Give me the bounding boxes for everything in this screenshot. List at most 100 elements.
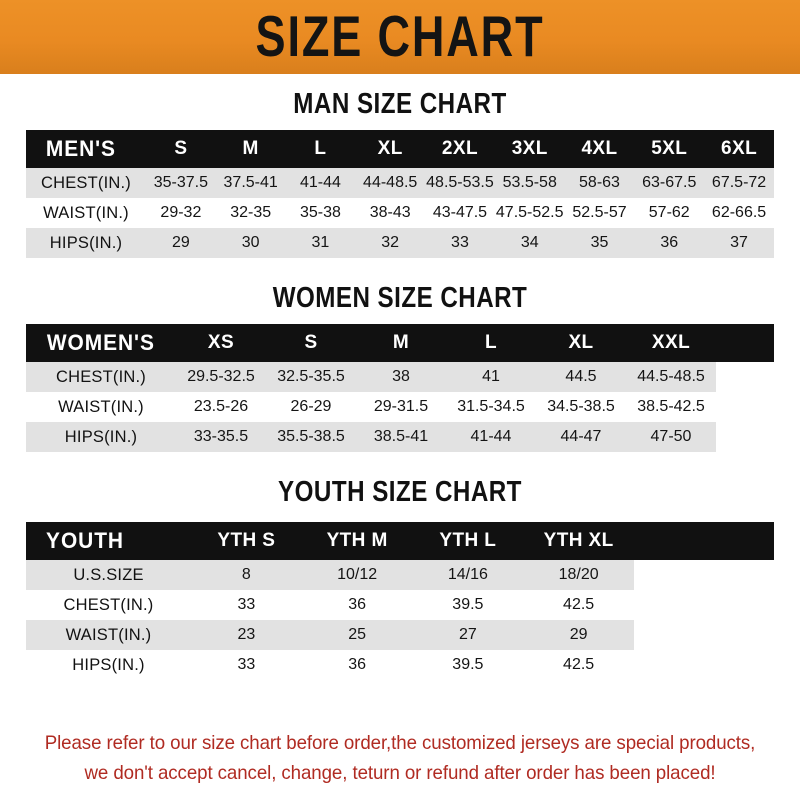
table-row: CHEST(IN.) 29.5-32.5 32.5-35.5 38 41 44.… [26,362,774,392]
man-cell: 58-63 [579,174,620,191]
youth-cell: 36 [348,596,367,613]
youth-cell: 33 [237,596,256,613]
man-col-header: 5XL [651,138,688,159]
man-col-header: 3XL [511,138,548,159]
man-cell: 33 [451,234,469,251]
women-cell: 47-50 [650,428,692,445]
women-cell: 29.5-32.5 [187,368,255,385]
man-cell: 32-35 [230,204,272,221]
man-col-header: L [314,138,327,159]
man-col-header: 6XL [721,138,758,159]
youth-cell: 18/20 [558,566,599,583]
page-title: SIZE CHART [255,4,545,69]
youth-corner-text: YOUTH [46,528,124,553]
youth-header-filler [634,522,774,560]
women-col-header: XXL [651,332,691,353]
women-table-wrap: WOMEN'S XS S M L XL XXL CHEST(IN.) 29.5-… [26,324,774,452]
man-cell: 29 [171,234,190,251]
women-cell: 26-29 [290,398,332,415]
man-cell: 34 [520,234,539,251]
women-col-header: XS [207,332,235,353]
man-cell: 63-67.5 [642,174,697,191]
youth-cell: 25 [348,626,367,643]
women-table-header-row: WOMEN'S XS S M L XL XXL [26,324,774,362]
table-row: CHEST(IN.) 35-37.5 37.5-41 41-44 44-48.5… [26,168,774,198]
youth-cell: 33 [237,656,256,673]
man-cell: 31 [311,234,330,251]
youth-section-title: YOUTH SIZE CHART [278,474,522,508]
table-row: U.S.SIZE 8 10/12 14/16 18/20 [26,560,774,590]
women-col-header: L [484,332,497,353]
man-cell: 35 [590,234,609,251]
youth-col-header: YTH XL [543,530,614,551]
youth-row-label: CHEST(IN.) [63,595,154,614]
women-cell: 29-31.5 [373,398,429,415]
man-table-wrap: MEN'S S M L XL 2XL 3XL 4XL 5XL 6XL CHEST… [26,130,774,258]
youth-cell: 29 [569,626,588,643]
youth-cell: 42.5 [563,656,595,673]
youth-col-header: YTH M [326,530,388,551]
women-cell: 38.5-41 [373,428,429,445]
man-cell: 44-48.5 [363,174,418,191]
table-row: HIPS(IN.) 29 30 31 32 33 34 35 36 37 [26,228,774,258]
table-row: WAIST(IN.) 23 25 27 29 [26,620,774,650]
women-row-filler [716,422,774,452]
man-cell: 57-62 [648,204,690,221]
women-cell: 41 [482,368,500,385]
youth-cell: 8 [241,566,251,583]
women-corner-text: WOMEN'S [46,330,155,355]
man-cell: 53.5-58 [502,174,557,191]
youth-cell: 27 [458,626,477,643]
women-row-filler [716,362,774,392]
man-col-header: 2XL [441,138,478,159]
youth-cell: 23 [237,626,256,643]
man-table-header-row: MEN'S S M L XL 2XL 3XL 4XL 5XL 6XL [26,130,774,168]
man-section-title: MAN SIZE CHART [293,86,507,120]
man-row-label: CHEST(IN.) [41,173,131,192]
youth-col-header: YTH S [217,530,276,551]
women-cell: 44-47 [560,428,602,445]
youth-row-label: U.S.SIZE [73,565,144,584]
man-col-header: 4XL [581,138,618,159]
man-col-header: S [174,138,188,159]
man-cell: 47.5-52.5 [495,204,564,221]
man-cell: 36 [660,234,679,251]
women-cell: 44.5-48.5 [637,368,705,385]
youth-cell: 39.5 [452,656,484,673]
women-col-header: M [392,332,410,353]
women-size-table: WOMEN'S XS S M L XL XXL CHEST(IN.) 29.5-… [26,324,774,452]
man-size-table: MEN'S S M L XL 2XL 3XL 4XL 5XL 6XL CHEST… [26,130,774,258]
man-cell: 52.5-57 [572,204,627,221]
man-cell: 29-32 [160,204,202,221]
youth-corner-label: YOUTH [26,522,191,560]
man-corner-label: MEN'S [26,130,146,168]
women-corner-label: WOMEN'S [26,324,176,362]
youth-table-wrap: YOUTH YTH S YTH M YTH L YTH XL U.S.SIZE … [26,522,774,680]
chart-sheet: MAN SIZE CHART MEN'S S M L XL 2XL 3XL 4X… [0,74,800,800]
youth-row-label: HIPS(IN.) [72,655,145,674]
youth-cell: 36 [348,656,367,673]
youth-row-filler [634,560,774,590]
women-cell: 38.5-42.5 [637,398,705,415]
women-cell: 34.5-38.5 [547,398,615,415]
women-col-header: S [304,332,318,353]
man-row-label: WAIST(IN.) [43,203,129,222]
women-cell: 23.5-26 [193,398,249,415]
man-cell: 62-66.5 [711,204,767,221]
man-col-header: M [242,138,259,159]
man-col-header: XL [377,138,403,159]
youth-table-header-row: YOUTH YTH S YTH M YTH L YTH XL [26,522,774,560]
youth-row-filler [634,650,774,680]
youth-row-label: WAIST(IN.) [65,625,152,644]
page-banner: SIZE CHART [0,0,800,74]
order-policy-note-line-2: we don't accept cancel, change, teturn o… [84,762,716,784]
women-cell: 33-35.5 [193,428,249,445]
man-cell: 38-43 [369,204,411,221]
women-cell: 38 [392,368,410,385]
man-cell: 67.5-72 [711,174,767,191]
women-cell: 31.5-34.5 [457,398,525,415]
youth-cell: 39.5 [452,596,484,613]
man-cell: 43-47.5 [432,204,488,221]
youth-cell: 42.5 [563,596,595,613]
youth-size-table: YOUTH YTH S YTH M YTH L YTH XL U.S.SIZE … [26,522,774,680]
